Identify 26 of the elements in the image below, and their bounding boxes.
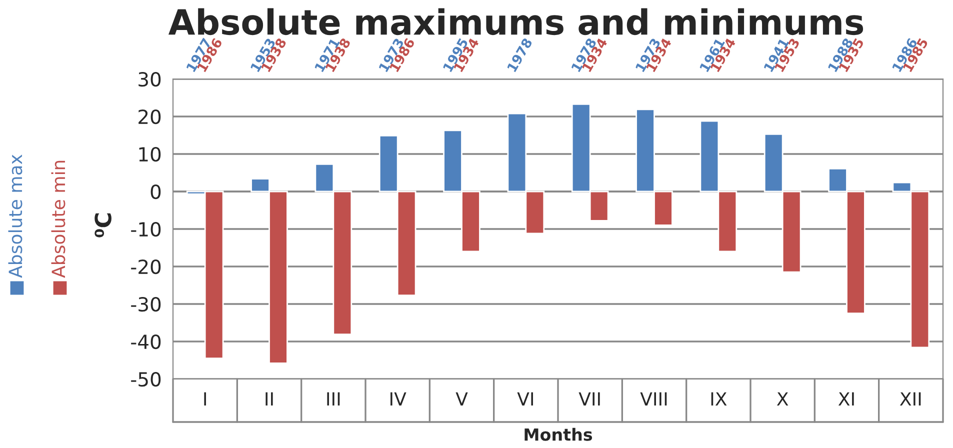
x-tick-label: XI <box>838 392 854 406</box>
x-tick-label: II <box>266 392 273 406</box>
y-tick-label: -20 <box>131 259 161 274</box>
y-tick-label: -40 <box>131 334 161 350</box>
x-axis-title: Months <box>524 428 592 441</box>
x-tick-label: VIII <box>640 392 667 406</box>
x-tick-label: V <box>456 392 468 406</box>
chart-title: Absolute maximums and minimums <box>168 8 864 36</box>
y-tick-label: 10 <box>139 146 161 162</box>
y-tick-label: -50 <box>131 372 161 387</box>
x-tick-label: IV <box>390 392 406 406</box>
x-tick-label: VII <box>578 392 600 406</box>
x-tick-label: I <box>204 392 206 406</box>
y-tick-label: 30 <box>138 72 161 87</box>
y-tick-label: 20 <box>138 109 161 124</box>
x-tick-label: VI <box>517 392 533 406</box>
text: Absolute max <box>8 154 22 278</box>
x-tick-label: X <box>776 392 788 406</box>
y-tick-label: -30 <box>131 296 161 312</box>
y-tick-label: 0 <box>150 184 161 200</box>
y-tick-label: -10 <box>131 222 161 237</box>
x-tick-label: III <box>327 392 340 406</box>
y-axis-title: ⁰C <box>94 213 112 238</box>
text: Absolute min <box>51 160 66 278</box>
x-tick-label: XII <box>900 392 921 406</box>
x-tick-label: IX <box>711 392 727 406</box>
